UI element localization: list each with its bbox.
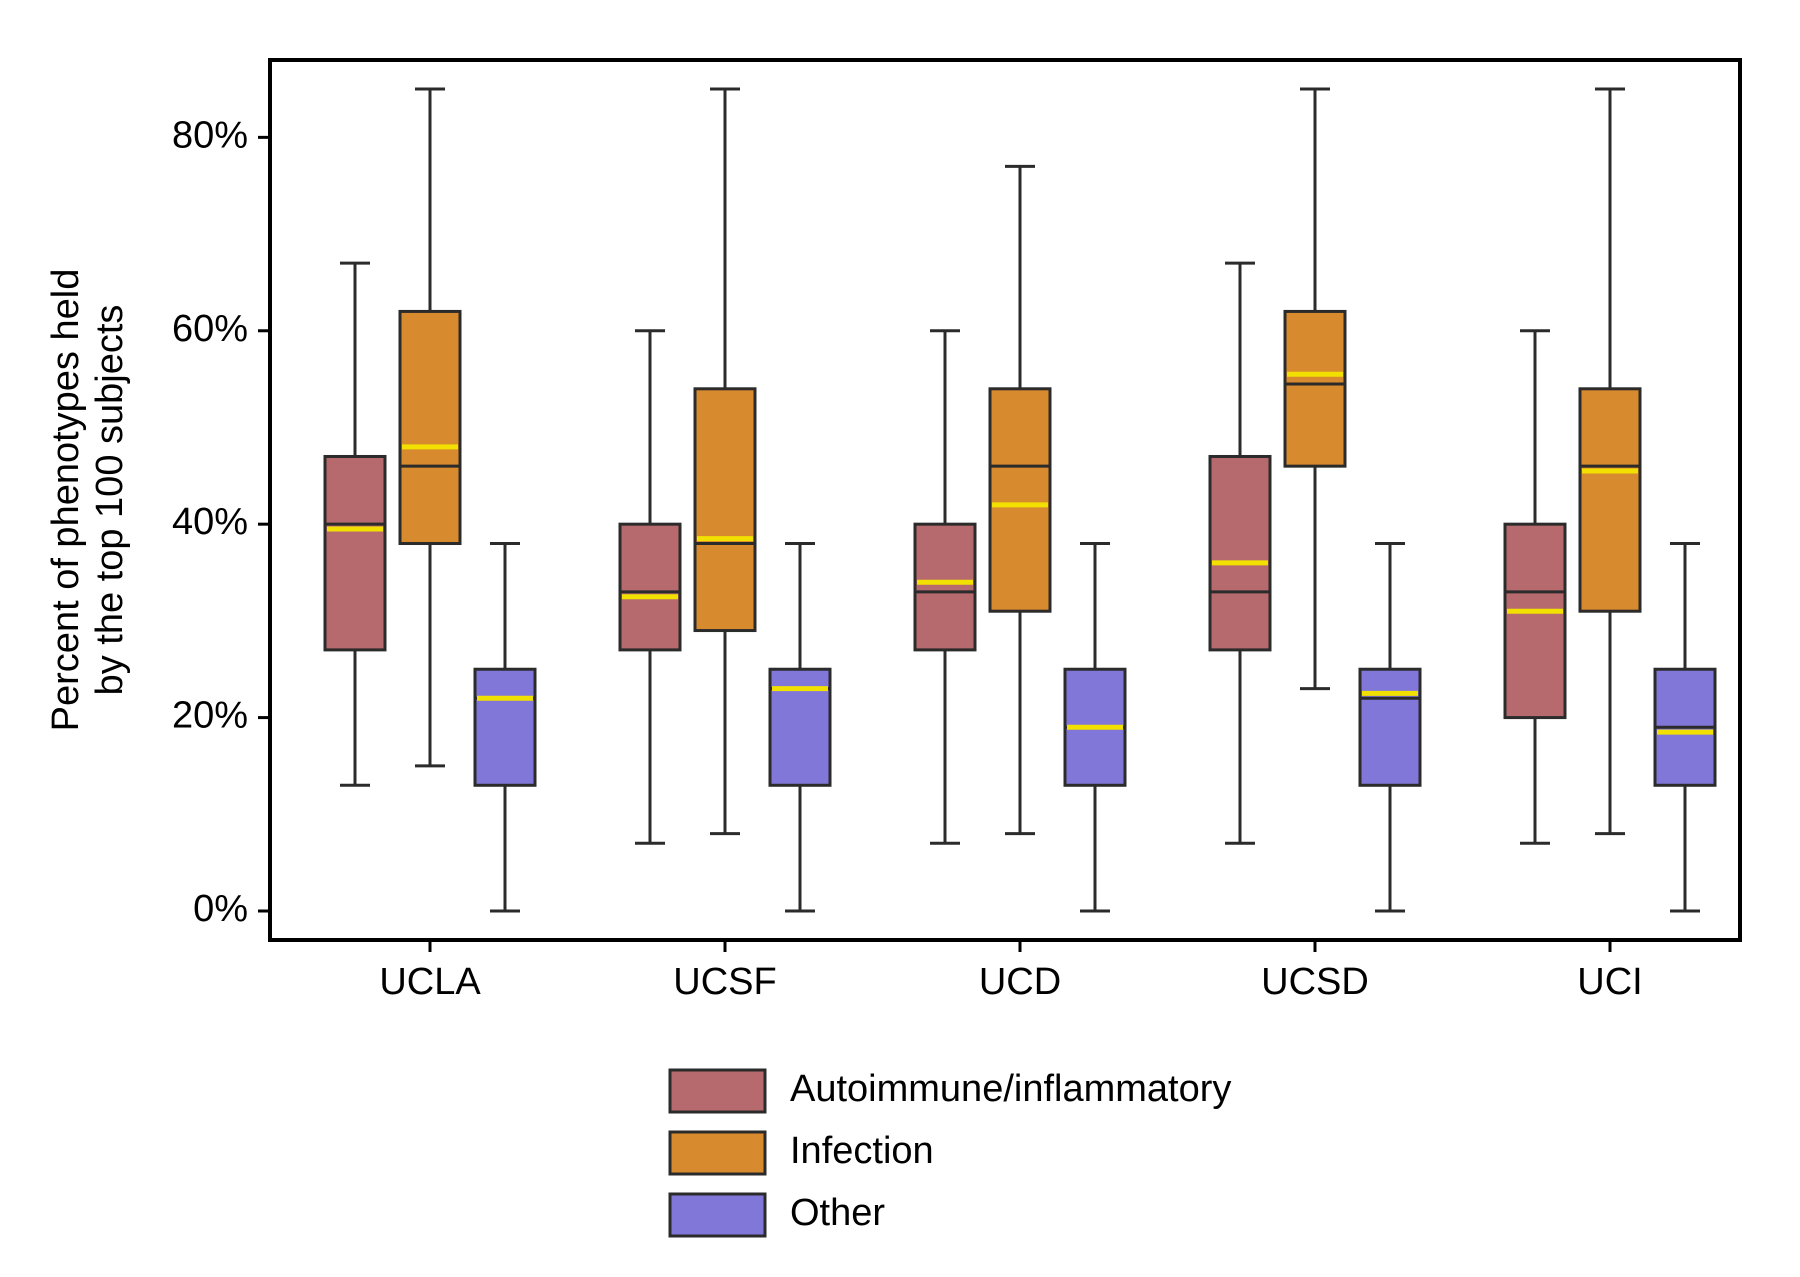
legend-label: Infection xyxy=(790,1130,934,1172)
legend-swatch xyxy=(670,1132,765,1174)
x-tick-label: UCI xyxy=(1577,961,1642,1003)
y-tick-label: 60% xyxy=(172,308,248,350)
y-tick-label: 20% xyxy=(172,695,248,737)
legend-swatch xyxy=(670,1070,765,1112)
y-axis-label-line2: by the top 100 subjects xyxy=(89,305,131,696)
chart-svg: 0% 20% 40% 60% 80% Percent of phenotypes held… xyxy=(20,20,1780,1257)
x-tick-label: UCD xyxy=(979,961,1061,1003)
legend-label: Other xyxy=(790,1192,885,1234)
legend-label: Autoimmune/inflammatory xyxy=(790,1068,1231,1110)
y-tick-label: 0% xyxy=(193,888,248,930)
legend-swatch xyxy=(670,1194,765,1236)
y-axis-label-group: Percent of phenotypes heldby the top 100… xyxy=(45,269,131,732)
x-tick-label: UCSF xyxy=(673,961,776,1003)
y-tick-label: 40% xyxy=(172,501,248,543)
y-axis-label-line1: Percent of phenotypes held xyxy=(45,269,87,732)
x-tick-label: UCLA xyxy=(379,961,481,1003)
boxplot-chart: 0% 20% 40% 60% 80% Percent of phenotypes held… xyxy=(20,20,1780,1257)
x-tick-label: UCSD xyxy=(1261,961,1369,1003)
y-tick-label: 80% xyxy=(172,114,248,156)
